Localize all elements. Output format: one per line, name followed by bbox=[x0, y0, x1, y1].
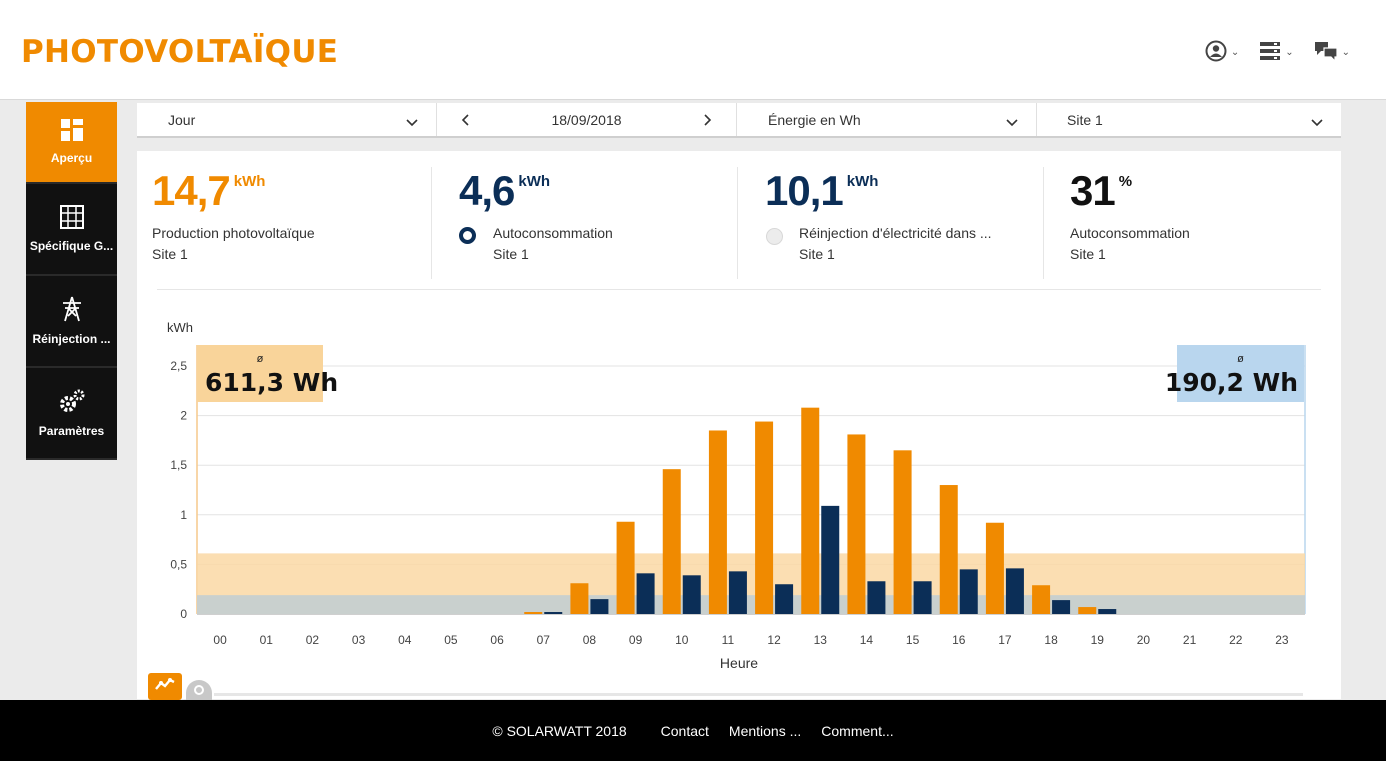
copyright: © SOLARWATT 2018 bbox=[492, 722, 627, 739]
previous-day-button[interactable] bbox=[461, 113, 469, 129]
kpi-unit: kWh bbox=[518, 173, 551, 190]
sidebar-item-label: Aperçu bbox=[50, 151, 93, 165]
user-icon bbox=[1205, 40, 1227, 62]
kpi-label: Réinjection d'électricité dans ... bbox=[799, 225, 992, 241]
kpi-label: Autoconsommation bbox=[1070, 225, 1190, 241]
kpi-value: 31 bbox=[1070, 167, 1116, 214]
kpi-row: 14,7 kWh Production photovoltaïque Site 1… bbox=[137, 151, 1341, 290]
unit-value: Énergie en Wh bbox=[768, 111, 861, 128]
footer: © SOLARWATT 2018 Contact Mentions ... Co… bbox=[0, 700, 1386, 761]
user-menu[interactable]: ⌄ bbox=[1205, 40, 1239, 62]
chevron-down-icon bbox=[1311, 114, 1323, 130]
line-chart-icon bbox=[155, 677, 175, 696]
sidebar-item-label: Spécifique G... bbox=[29, 239, 114, 253]
kpi-unit: % bbox=[1118, 173, 1133, 190]
chevron-down-icon bbox=[406, 114, 418, 130]
scroll-handle[interactable] bbox=[186, 680, 212, 700]
chevron-down-icon bbox=[1006, 114, 1018, 130]
period-value: Jour bbox=[168, 111, 196, 128]
footer-link-mentions[interactable]: Mentions ... bbox=[728, 722, 802, 739]
sidebar-item-specifique[interactable]: Spécifique G... bbox=[26, 184, 117, 276]
divider bbox=[431, 167, 432, 279]
kpi-autoconsommation-percent: 31% Autoconsommation Site 1 bbox=[1070, 167, 1330, 279]
series-toggle-radio[interactable] bbox=[459, 227, 476, 244]
sidebar-item-label: Réinjection ... bbox=[32, 332, 111, 346]
kpi-label: Autoconsommation bbox=[493, 225, 613, 241]
main-panel: 14,7 kWh Production photovoltaïque Site 1… bbox=[137, 151, 1341, 699]
unit-select[interactable]: Énergie en Wh bbox=[737, 103, 1037, 136]
kpi-sub: Site 1 bbox=[493, 246, 529, 262]
sidebar-item-apercu[interactable]: Aperçu bbox=[26, 102, 117, 184]
filter-bar: Jour 18/09/2018 Énergie en Wh Site 1 bbox=[137, 103, 1341, 138]
drag-icon bbox=[194, 685, 204, 695]
server-icon bbox=[1259, 41, 1281, 61]
server-menu[interactable]: ⌄ bbox=[1259, 41, 1294, 61]
chart-scrollbar[interactable] bbox=[214, 693, 1303, 696]
kpi-value: 14,7 bbox=[152, 167, 231, 214]
kpi-production: 14,7 kWh Production photovoltaïque Site 1 bbox=[152, 167, 432, 279]
kpi-value: 4,6 bbox=[459, 167, 515, 214]
top-bar: PHOTOVOLTAÏQUE ⌄ ⌄ ⌄ bbox=[0, 0, 1386, 100]
kpi-sub: Site 1 bbox=[152, 246, 188, 262]
chart-type-button[interactable] bbox=[148, 673, 182, 700]
grid-icon bbox=[59, 205, 84, 229]
series-toggle-radio[interactable] bbox=[766, 228, 783, 245]
chat-icon bbox=[1314, 40, 1338, 62]
sidebar-item-label: Paramètres bbox=[38, 424, 105, 438]
chevron-down-icon: ⌄ bbox=[1341, 46, 1350, 58]
page-title: PHOTOVOLTAÏQUE bbox=[21, 34, 339, 70]
sidebar-item-parametres[interactable]: Paramètres bbox=[26, 368, 117, 460]
kpi-label: Production photovoltaïque bbox=[152, 225, 315, 241]
kpi-unit: kWh bbox=[233, 173, 266, 190]
date-navigator: 18/09/2018 bbox=[437, 103, 737, 136]
kpi-reinjection: 10,1 kWh Réinjection d'électricité dans .… bbox=[765, 167, 1045, 279]
kpi-value: 10,1 bbox=[765, 167, 844, 214]
divider bbox=[737, 167, 738, 279]
sidebar: Aperçu Spécifique G... Réinjection ... P… bbox=[26, 102, 117, 460]
divider bbox=[157, 289, 1321, 290]
gears-icon bbox=[58, 388, 86, 414]
chevron-down-icon: ⌄ bbox=[1230, 46, 1240, 58]
site-value: Site 1 bbox=[1067, 111, 1103, 128]
kpi-sub: Site 1 bbox=[799, 246, 835, 262]
sidebar-item-reinjection[interactable]: Réinjection ... bbox=[26, 276, 117, 368]
site-select[interactable]: Site 1 bbox=[1037, 103, 1341, 136]
date-value[interactable]: 18/09/2018 bbox=[551, 111, 622, 128]
period-select[interactable]: Jour bbox=[137, 103, 437, 136]
kpi-unit: kWh bbox=[846, 173, 879, 190]
kpi-autoconsommation: 4,6 kWh Autoconsommation Site 1 bbox=[459, 167, 739, 279]
dashboard-icon bbox=[60, 119, 83, 141]
footer-link-contact[interactable]: Contact bbox=[660, 722, 709, 739]
top-icons: ⌄ ⌄ ⌄ bbox=[1205, 40, 1350, 62]
next-day-button[interactable] bbox=[704, 113, 712, 129]
pylon-icon bbox=[61, 296, 83, 322]
divider bbox=[1043, 167, 1044, 279]
kpi-sub: Site 1 bbox=[1070, 246, 1106, 262]
chat-menu[interactable]: ⌄ bbox=[1314, 40, 1350, 62]
footer-link-comment[interactable]: Comment... bbox=[821, 722, 894, 739]
chevron-down-icon: ⌄ bbox=[1285, 46, 1294, 58]
